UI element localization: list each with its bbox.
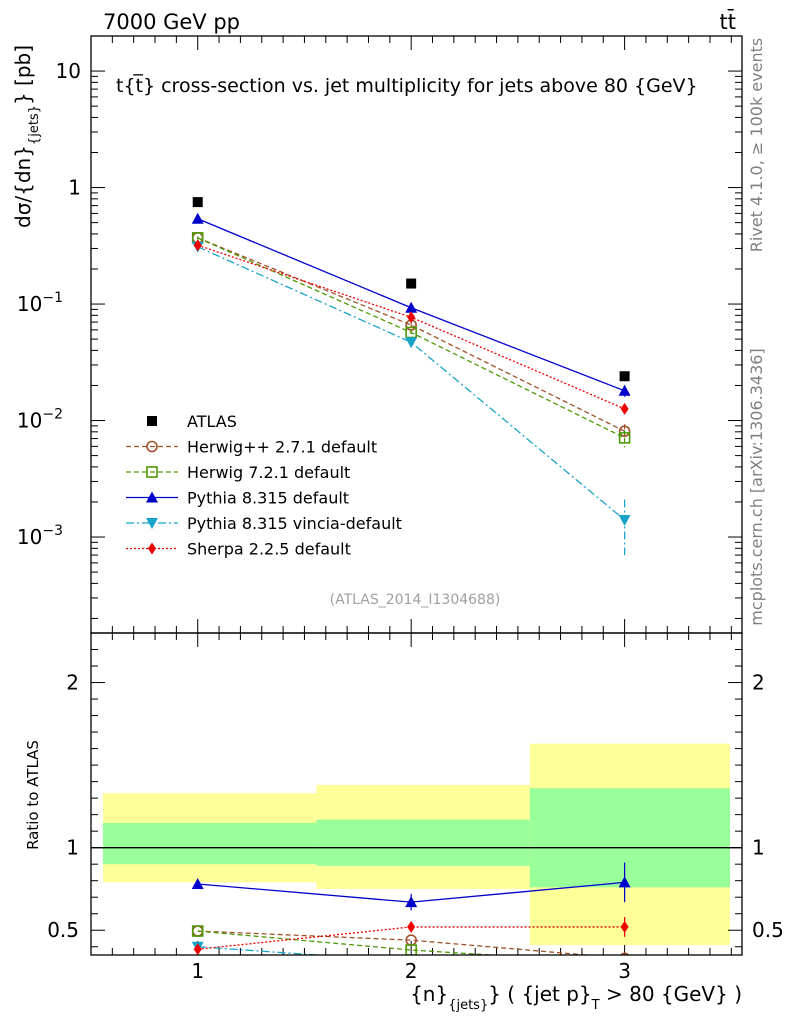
y-tick-label: 10−1 [17, 290, 63, 316]
legend-entry: Sherpa 2.2.5 default [187, 540, 351, 559]
ratio-panel: 0.5 0.5 1 1 2 2 1 2 3 [47, 632, 784, 983]
legend-marker [146, 440, 158, 453]
data-point [193, 239, 202, 252]
legend-entry: Pythia 8.315 default [187, 489, 349, 508]
ratio-y-tick-label: 2 [66, 671, 79, 695]
ratio-bands [103, 743, 730, 946]
ratio-point [618, 876, 631, 888]
y-tick-label-base: 10 [17, 409, 42, 433]
legend-marker [146, 466, 158, 478]
uncertainty-band-green [103, 822, 317, 865]
y-axis-ticks [91, 35, 742, 619]
y-tick-label-base: 10 [17, 525, 42, 549]
data-point [619, 371, 630, 382]
data-point [191, 212, 204, 224]
chart-title: t{t̅} cross-section vs. jet multiplicity… [116, 73, 698, 97]
y-tick-label-exp: −3 [42, 523, 63, 539]
data-point [405, 301, 418, 313]
y-axis-label-main: dσ/{dn} [11, 145, 35, 228]
series-line-4 [197, 246, 626, 521]
ratio-series-group [191, 862, 631, 955]
legend-marker [148, 542, 156, 555]
mcplots-label: mcplots.cern.ch [arXiv:1306.3436] [747, 348, 766, 625]
x-axis-label: {n}{jets}} ( {jet p}T > 80 {GeV} ) [410, 982, 742, 1013]
y-axis-label: dσ/{dn}{jets}} [pb] [11, 45, 42, 228]
data-point [618, 384, 631, 396]
svg-text:dσ/{dn}{jets}} [pb]: dσ/{dn}{jets}} [pb] [11, 45, 42, 228]
rivet-version-label: Rivet 4.1.0, ≥ 100k events [747, 38, 766, 252]
x-axis-ticks [90, 36, 732, 955]
y-tick-label: 10−3 [17, 523, 63, 549]
x-axis-label-part-2: } ( {jet p} [488, 982, 591, 1006]
ratio-y-tick-label-right: 2 [752, 671, 765, 695]
ratio-line [197, 930, 594, 955]
series-line-1 [197, 237, 625, 432]
energy-label: 7000 GeV pp [103, 10, 240, 34]
ratio-point [620, 920, 629, 933]
legend-marker [146, 491, 158, 503]
x-tick-label: 3 [618, 959, 631, 983]
data-point [618, 432, 631, 444]
data-point [405, 337, 418, 349]
legend-entry: Herwig 7.2.1 default [187, 463, 350, 482]
ratio-point [405, 944, 417, 955]
legend-marker [147, 416, 157, 426]
uncertainty-band-green [529, 788, 730, 888]
y-tick-label-base: 10 [56, 59, 81, 83]
ratio-point [405, 896, 418, 908]
uncertainty-band-green [316, 819, 530, 866]
ratio-y-axis-label: Ratio to ATLAS [24, 740, 42, 850]
y-tick-label-exp: −1 [42, 290, 63, 306]
y-tick-label-base: 1 [68, 176, 81, 200]
data-point [618, 425, 631, 437]
ratio-point [193, 943, 202, 955]
y-tick-label-base: 10 [17, 292, 42, 316]
y-axis-label-tail: } [pb] [11, 45, 35, 105]
ratio-line [197, 946, 326, 955]
ratio-point [619, 952, 630, 955]
y-tick-label: 1 [68, 176, 81, 200]
analysis-id: (ATLAS_2014_I1304688) [330, 592, 501, 608]
x-tick-label: 1 [191, 959, 204, 983]
x-tick-label: 2 [405, 959, 418, 983]
data-point [406, 278, 417, 289]
ratio-y-tick-label: 0.5 [47, 918, 79, 942]
ratio-point [407, 920, 416, 933]
legend-entry: Herwig++ 2.7.1 default [187, 438, 377, 457]
legend-marker [146, 518, 158, 529]
y-tick-label: 10 [56, 59, 81, 83]
x-axis-label-part-0: {n} [410, 982, 448, 1006]
legend-entry: ATLAS [187, 412, 237, 431]
data-point [620, 402, 629, 415]
y-tick-label-exp: −2 [42, 407, 63, 423]
ratio-y-tick-label-right: 1 [752, 836, 765, 860]
x-axis-label-part-4: > 80 {GeV} ) [600, 982, 742, 1006]
ratio-y-tick-label-right: 0.5 [752, 918, 784, 942]
x-axis-label-part-3: T [591, 998, 600, 1013]
y-tick-label: 10−2 [17, 407, 63, 433]
x-axis-label-part-1: {jets} [448, 998, 488, 1013]
data-point [407, 311, 416, 324]
ratio-point [191, 925, 204, 937]
data-point [192, 197, 203, 208]
legend: ATLAS Herwig++ 2.7.1 default Herwig 7.2.1 … [126, 412, 402, 559]
y-axis-label-sub: {jets} [27, 105, 42, 145]
ratio-frame [90, 632, 743, 956]
ratio-line [197, 926, 625, 950]
legend-entry: Pythia 8.315 vincia-default [187, 514, 402, 533]
ratio-y-ticks [91, 649, 742, 948]
ratio-y-tick-label: 1 [66, 836, 79, 860]
data-point [618, 515, 631, 527]
ratio-point [191, 877, 204, 889]
main-series-group [191, 197, 631, 556]
process-label: tt̄ [720, 9, 736, 34]
